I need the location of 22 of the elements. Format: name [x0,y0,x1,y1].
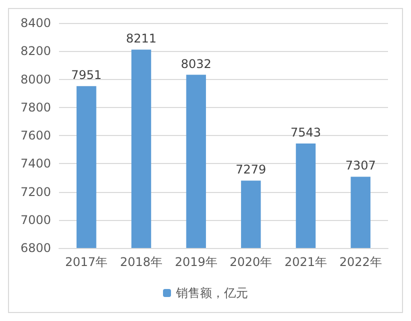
x-tick-label: 2017年 [65,255,108,269]
legend-label: 销售额，亿元 [175,286,248,300]
y-tick-label: 7000 [20,212,51,227]
y-tick-label: 7600 [20,128,51,142]
data-label: 7951 [71,68,102,82]
x-tick-label: 2021年 [284,255,328,269]
x-tick-label: 2022年 [339,255,382,269]
data-label: 8032 [180,56,212,71]
y-tick-label: 7800 [20,100,51,114]
data-label: 7543 [290,126,322,140]
y-tick-label: 8400 [20,16,51,30]
y-tick-label: 6800 [20,241,51,255]
x-tick-label: 2018年 [120,255,163,269]
y-tick-label: 8000 [20,72,51,86]
data-label: 7279 [236,162,266,177]
x-tick-label: 2020年 [230,255,272,269]
x-tick-label: 2019年 [174,255,218,269]
y-tick-label: 7200 [20,184,51,199]
y-tick-label: 7400 [20,156,51,171]
y-tick-label: 8200 [20,44,51,58]
data-label: 8211 [126,32,157,46]
data-label: 7307 [345,158,376,173]
